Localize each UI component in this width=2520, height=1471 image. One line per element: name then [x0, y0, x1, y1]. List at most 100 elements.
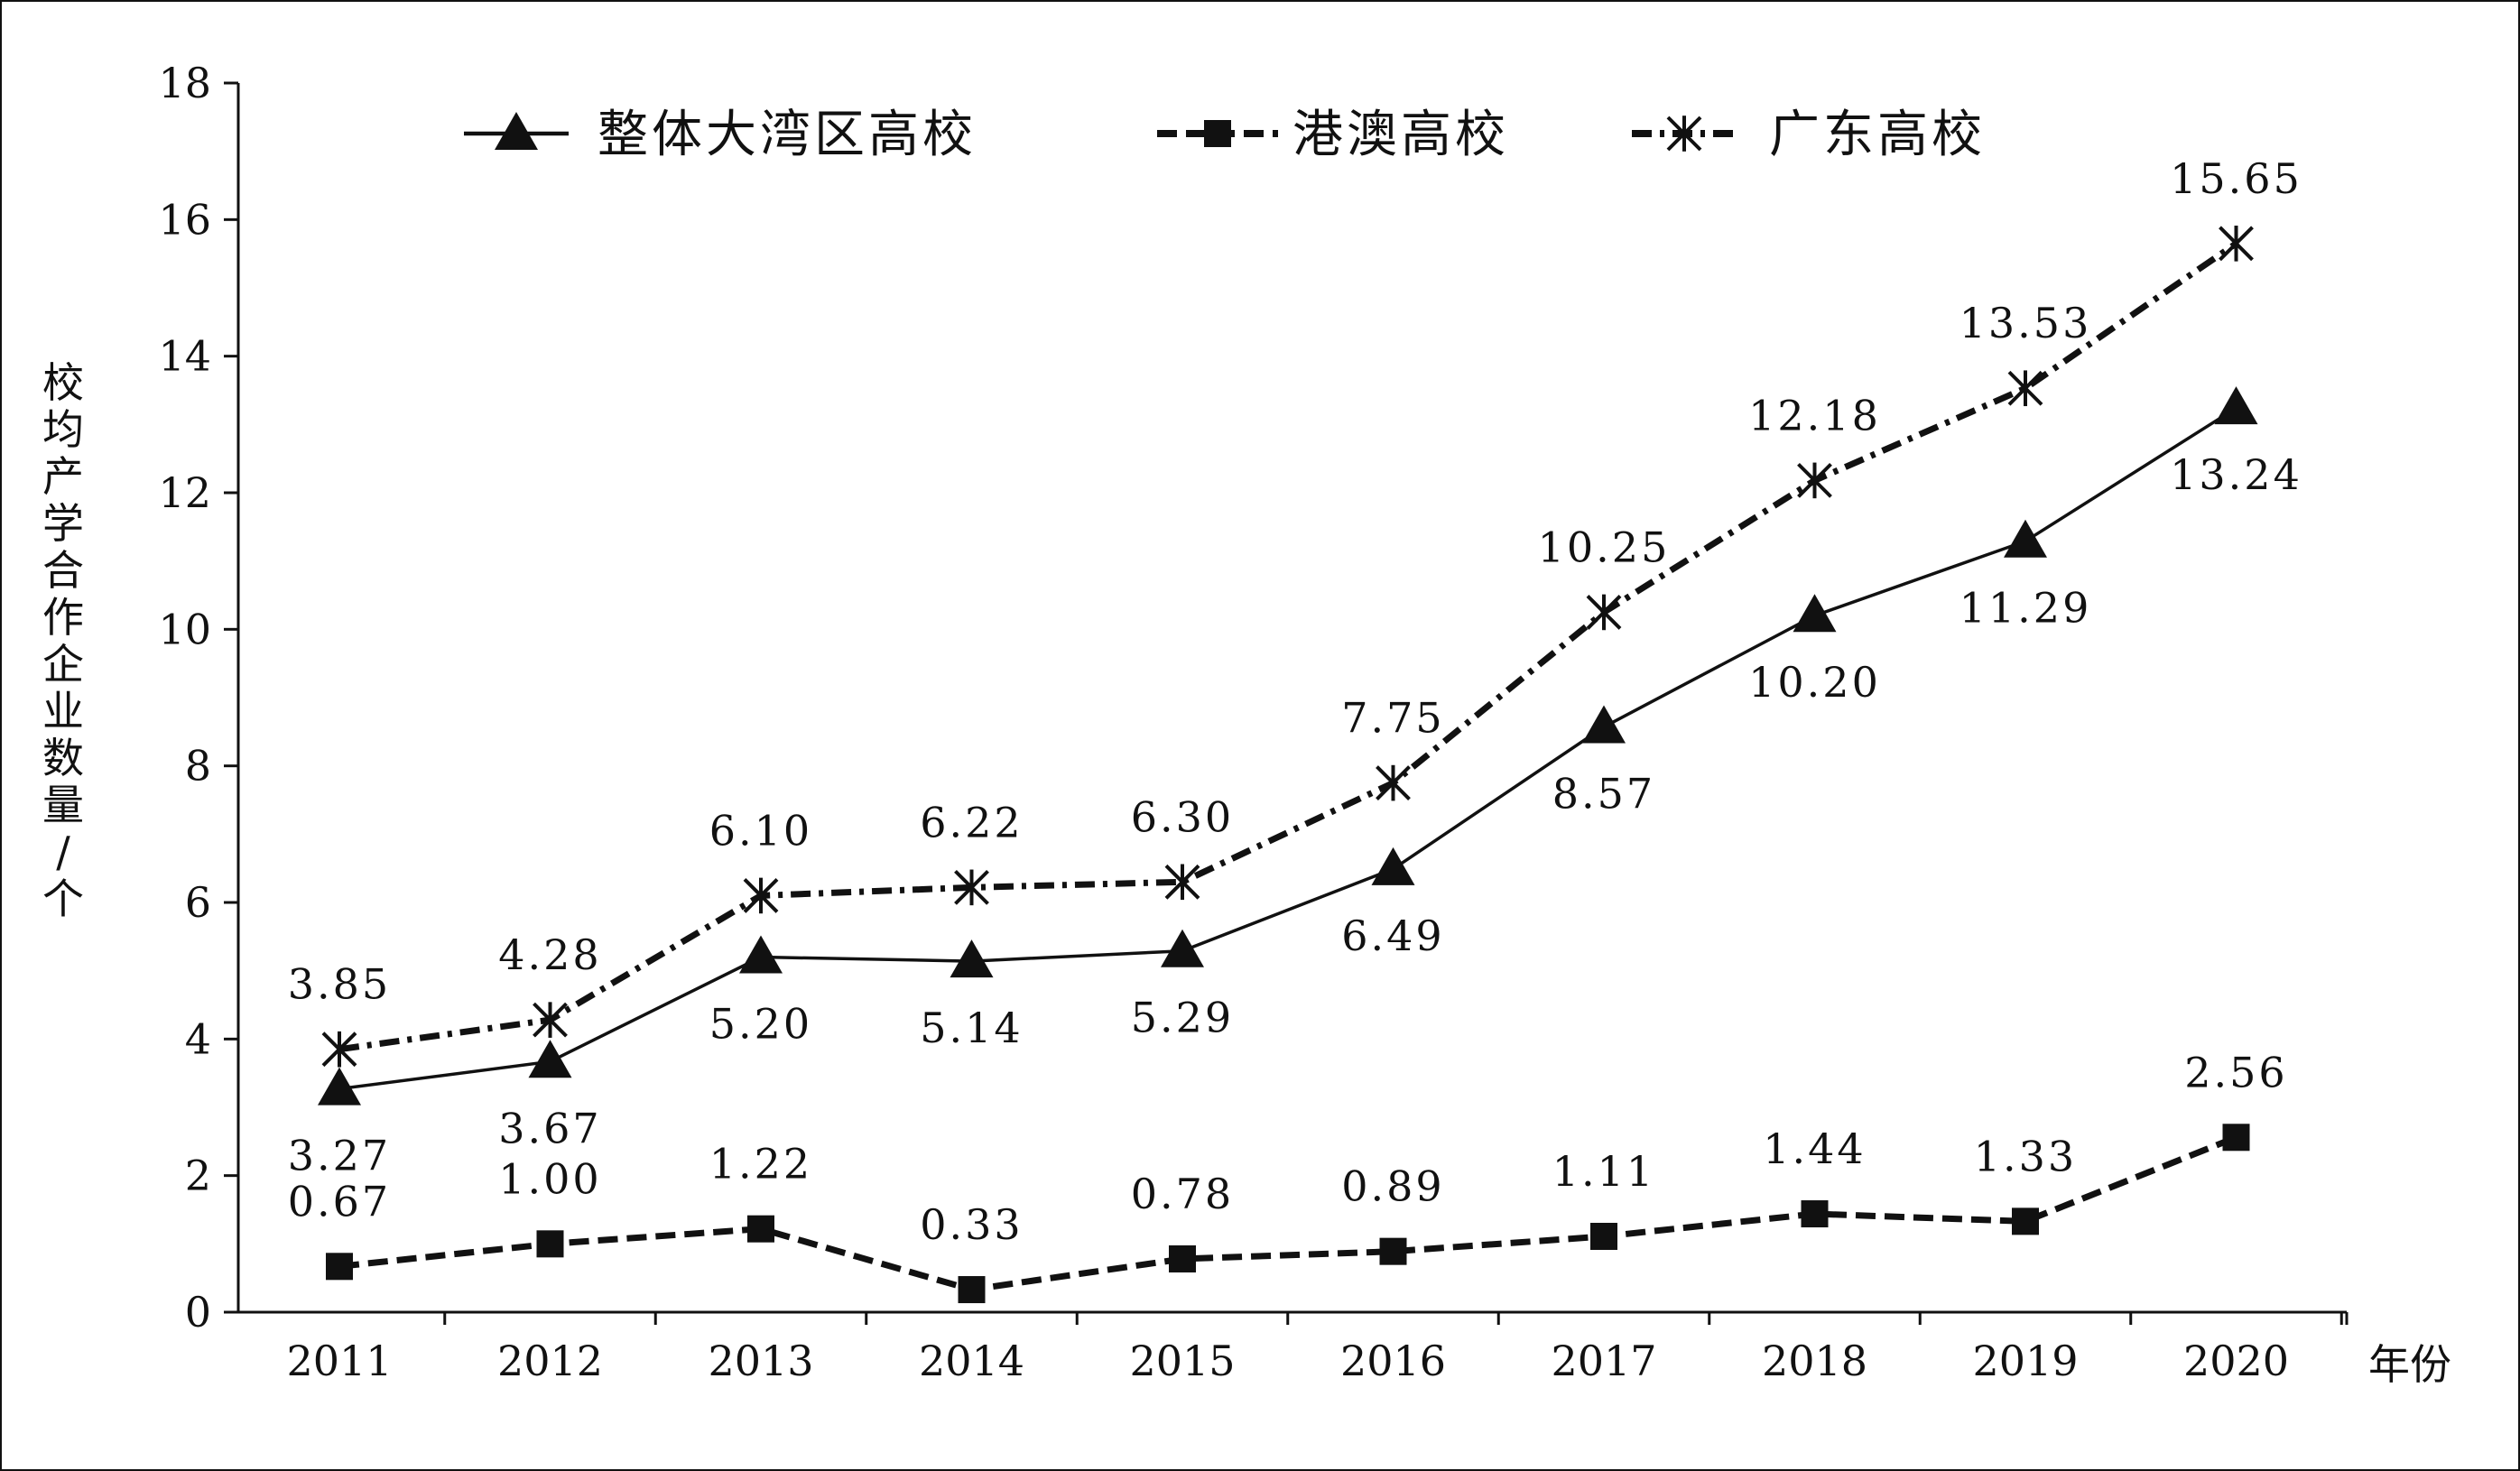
data-point-square: [747, 1215, 774, 1243]
y-tick-label: 10: [158, 605, 211, 653]
data-label: 3.27: [288, 1132, 391, 1180]
series-line-2: [338, 240, 2238, 1053]
y-axis-title-char: 产: [42, 452, 84, 501]
legend-label: 广东高校: [1769, 106, 1986, 164]
data-point-square: [2012, 1207, 2039, 1235]
data-point-asterisk: [954, 869, 989, 906]
data-point-asterisk: [2007, 370, 2043, 407]
data-label: 6.22: [920, 798, 1023, 847]
data-point-triangle: [1161, 929, 1204, 967]
data-label: 13.24: [2170, 450, 2302, 499]
data-label: 0.89: [1341, 1162, 1444, 1211]
data-label: 1.00: [498, 1154, 601, 1203]
x-tick-label: 2017: [1551, 1337, 1656, 1385]
data-label: 5.14: [920, 1004, 1023, 1052]
y-axis-title-char: 企: [42, 640, 84, 689]
data-point-square: [536, 1230, 564, 1258]
legend-marker-square: [1204, 120, 1231, 147]
legend-marker-asterisk: [1666, 116, 1702, 152]
x-tick-label: 2013: [708, 1337, 813, 1385]
data-label: 1.44: [1763, 1124, 1866, 1173]
data-labels: 3.27 3.67 5.20 5.14 5.29 6.49 8.57 10.20 11.29 13…: [288, 154, 2302, 1249]
x-tick-label: 2019: [1972, 1337, 2078, 1385]
data-point-asterisk: [1376, 764, 1411, 801]
data-point-asterisk: [533, 1002, 568, 1038]
data-label: 5.29: [1131, 994, 1234, 1042]
data-label: 1.33: [1974, 1132, 2077, 1180]
legend-item-2: 广东高校: [1632, 106, 1986, 164]
y-tick-label: 16: [158, 195, 211, 244]
series-lines: [318, 226, 2258, 1304]
y-axis-title-char: 作: [42, 593, 84, 642]
data-point-square: [1169, 1244, 1196, 1272]
data-point-square: [958, 1276, 986, 1304]
legend-item-0: 整体大湾区高校: [464, 106, 977, 164]
data-point-triangle: [1793, 594, 1837, 633]
y-tick-label: 6: [185, 878, 211, 927]
y-axis-title: 校均产学合作企业数量/个: [42, 358, 84, 923]
legend: 整体大湾区高校 港澳高校 广东高校: [464, 106, 1986, 164]
data-label: 12.18: [1748, 391, 1881, 439]
data-point-asterisk: [743, 877, 779, 914]
y-axis-title-char: 数: [42, 734, 84, 782]
y-tick-label: 4: [185, 1014, 211, 1063]
legend-item-1: 港澳高校: [1157, 106, 1509, 164]
data-point-triangle: [2214, 386, 2258, 425]
data-label: 0.67: [288, 1177, 391, 1226]
legend-label: 整体大湾区高校: [598, 106, 977, 164]
data-label: 3.85: [288, 960, 391, 1009]
data-label: 6.30: [1131, 792, 1234, 841]
data-point-triangle: [950, 939, 994, 978]
data-label: 1.11: [1552, 1147, 1655, 1196]
data-point-triangle: [739, 935, 783, 974]
data-label: 2.56: [2184, 1048, 2287, 1096]
data-point-square: [1590, 1223, 1617, 1251]
data-label: 0.78: [1131, 1170, 1234, 1218]
data-point-asterisk: [1586, 594, 1622, 631]
y-axis-title-char: 校: [42, 358, 84, 407]
y-tick-label: 12: [158, 468, 211, 517]
data-point-square: [1801, 1200, 1829, 1228]
data-point-square: [2222, 1124, 2250, 1152]
x-tick-label: 2015: [1129, 1337, 1235, 1385]
legend-marker-triangle: [495, 112, 538, 150]
y-tick-label: 18: [158, 59, 211, 107]
x-tick-label: 2016: [1340, 1337, 1446, 1385]
axes: 0 2 4 6 8 10 12 14 16 18 2011 2012 2013 2014 2015 2016 2…: [158, 59, 2349, 1385]
data-point-triangle: [318, 1067, 361, 1106]
legend-label: 港澳高校: [1292, 106, 1509, 164]
y-axis-title-char: 业: [42, 687, 84, 736]
y-tick-label: 2: [185, 1152, 211, 1200]
y-axis-title-char: 均: [42, 405, 84, 454]
y-axis-title-char: /: [56, 828, 70, 876]
data-label: 10.25: [1538, 523, 1671, 571]
x-tick-label: 2020: [2183, 1337, 2289, 1385]
x-tick-label: 2012: [497, 1337, 603, 1385]
data-label: 7.75: [1341, 694, 1444, 743]
data-point-asterisk: [321, 1031, 357, 1068]
data-label: 10.20: [1748, 658, 1881, 707]
y-tick-label: 0: [185, 1288, 211, 1337]
data-label: 1.22: [709, 1140, 812, 1189]
data-label: 3.67: [498, 1104, 601, 1152]
y-tick-label: 14: [158, 332, 211, 381]
data-point-triangle: [1371, 847, 1415, 885]
data-label: 6.10: [709, 806, 812, 855]
data-label: 5.20: [709, 1000, 812, 1049]
data-label: 4.28: [498, 930, 601, 979]
x-tick-label: 2014: [919, 1337, 1024, 1385]
y-axis-title-char: 合: [42, 546, 84, 595]
y-axis-title-char: 量: [42, 781, 84, 829]
x-tick-label: 2018: [1762, 1337, 1867, 1385]
series-line-1: [338, 1134, 2237, 1293]
data-point-triangle: [1582, 705, 1626, 744]
data-point-asterisk: [1797, 462, 1832, 499]
data-label: 8.57: [1552, 770, 1655, 819]
x-tick-label: 2011: [286, 1337, 392, 1385]
data-label: 6.49: [1341, 911, 1444, 960]
data-point-asterisk: [1164, 864, 1200, 901]
data-label: 13.53: [1959, 299, 2092, 347]
x-axis-title: 年份: [2368, 1340, 2451, 1389]
